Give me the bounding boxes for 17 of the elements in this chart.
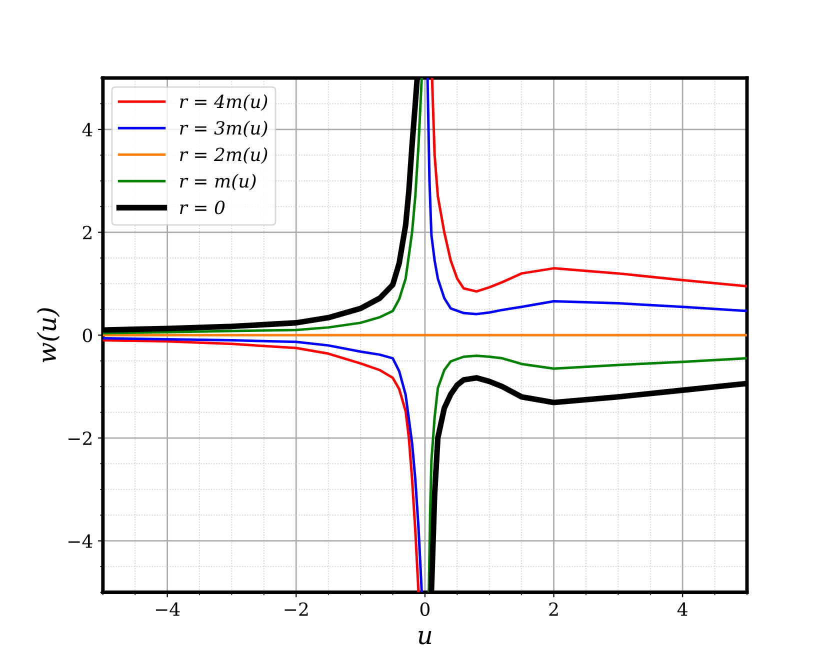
x-tick-label: −4: [156, 602, 180, 616]
legend-label: r = m(u): [180, 174, 256, 190]
legend-label: r = 3m(u): [180, 120, 268, 138]
legend-label: r = 0: [180, 200, 225, 214]
x-axis-title: u: [418, 631, 432, 644]
legend-label: r = 4m(u): [180, 94, 268, 111]
y-tick-label: −4: [68, 534, 92, 548]
legend-label: r = 2m(u): [180, 147, 268, 164]
x-tick-label: −2: [284, 602, 308, 616]
y-tick-label: 2: [82, 226, 92, 240]
x-tick-label: 0: [420, 602, 430, 616]
y-tick-label: 4: [82, 122, 92, 136]
x-tick-label: 4: [677, 602, 688, 616]
y-tick-label: 0: [82, 328, 92, 342]
y-tick-label: −2: [68, 431, 92, 445]
y-axis-title: w(u): [36, 308, 60, 362]
x-tick-label: 2: [549, 602, 558, 616]
